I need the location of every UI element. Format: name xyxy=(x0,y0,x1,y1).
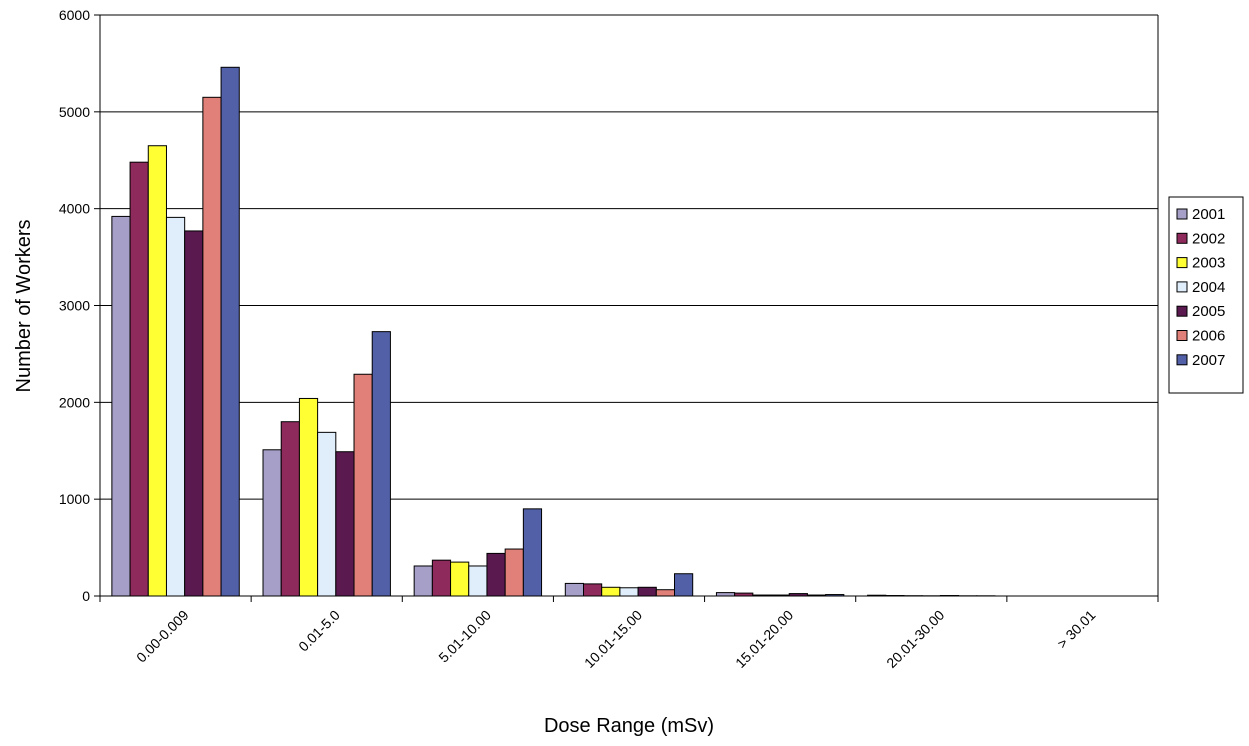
y-tick-label: 6000 xyxy=(59,7,90,23)
bar-2004-0 xyxy=(165,216,186,597)
x-tick-label: > 30.01 xyxy=(1054,607,1099,652)
bar-2007-3 xyxy=(674,573,694,597)
x-tick-label: 5.01-10.00 xyxy=(435,607,494,666)
legend-swatch xyxy=(1176,305,1188,317)
legend-swatch xyxy=(1176,281,1188,293)
legend-label: 2006 xyxy=(1192,328,1225,345)
bar-2003-1 xyxy=(298,397,319,597)
y-tick-labels: 0 1000 2000 3000 4000 5000 6000 xyxy=(59,7,90,604)
y-tick-label: 5000 xyxy=(59,104,90,120)
bar-2001-1 xyxy=(262,449,282,597)
bar-2006-2 xyxy=(504,548,524,597)
bar-2002-0 xyxy=(129,161,149,597)
bar-2003-2 xyxy=(450,561,470,597)
bar-2006-1 xyxy=(353,373,373,597)
legend-swatch xyxy=(1176,208,1188,220)
bar-2007-1 xyxy=(371,331,391,597)
bar-2004-1 xyxy=(317,431,337,597)
x-tick-label: 10.01-15.00 xyxy=(581,607,645,671)
y-tick-label: 3000 xyxy=(59,298,90,314)
bar-2005-2 xyxy=(486,552,506,597)
x-tick-label: 0.00-0.009 xyxy=(133,607,192,666)
bar-2002-2 xyxy=(431,559,452,597)
legend-swatch xyxy=(1176,354,1188,366)
legend-label: 2001 xyxy=(1192,206,1225,223)
bar-2002-3 xyxy=(583,583,603,597)
bar-2005-0 xyxy=(184,230,204,597)
legend-label: 2007 xyxy=(1192,352,1225,369)
bar-2007-0 xyxy=(220,66,240,597)
bar-2004-2 xyxy=(468,565,488,597)
bar-2003-3 xyxy=(601,586,621,597)
legend: 2001 2002 2003 2004 2005 2006 2007 xyxy=(1168,196,1244,394)
bar-2001-3 xyxy=(564,582,584,597)
y-tick-label: 0 xyxy=(82,588,90,604)
y-tick-label: 2000 xyxy=(59,394,90,410)
gridlines xyxy=(100,14,1158,597)
bars xyxy=(111,66,996,597)
bar-2001-2 xyxy=(413,565,433,597)
legend-label: 2003 xyxy=(1192,255,1225,272)
legend-label: 2002 xyxy=(1192,230,1225,247)
bar-2006-3 xyxy=(655,589,675,597)
bar-2006-0 xyxy=(202,96,222,597)
x-tick-label: 20.01-30.00 xyxy=(883,607,947,671)
y-tick-label: 1000 xyxy=(59,491,90,507)
x-tick-label: 0.01-5.0 xyxy=(295,607,343,655)
bar-2005-1 xyxy=(335,451,355,597)
x-axis-title: Dose Range (mSv) xyxy=(544,715,714,737)
bar-2003-0 xyxy=(147,145,167,597)
bar-2004-3 xyxy=(619,587,639,597)
legend-swatch xyxy=(1176,232,1188,244)
axes xyxy=(94,14,1159,602)
y-axis-title: Number of Workers xyxy=(13,219,35,392)
legend-swatch xyxy=(1176,330,1188,341)
bar-2002-1 xyxy=(280,421,300,597)
x-tick-label: 15.01-20.00 xyxy=(732,607,796,671)
y-tick-label: 4000 xyxy=(59,201,90,217)
bar-2001-0 xyxy=(111,215,131,597)
legend-swatch xyxy=(1176,257,1188,269)
legend-label: 2004 xyxy=(1192,279,1225,296)
x-tick-labels: 0.00-0.009 0.01-5.0 5.01-10.00 10.01-15.00 1… xyxy=(133,607,1099,671)
legend-label: 2005 xyxy=(1192,303,1225,320)
bar-2001-4 xyxy=(715,592,736,597)
bar-2007-2 xyxy=(522,508,543,597)
bar-2005-3 xyxy=(637,586,657,597)
